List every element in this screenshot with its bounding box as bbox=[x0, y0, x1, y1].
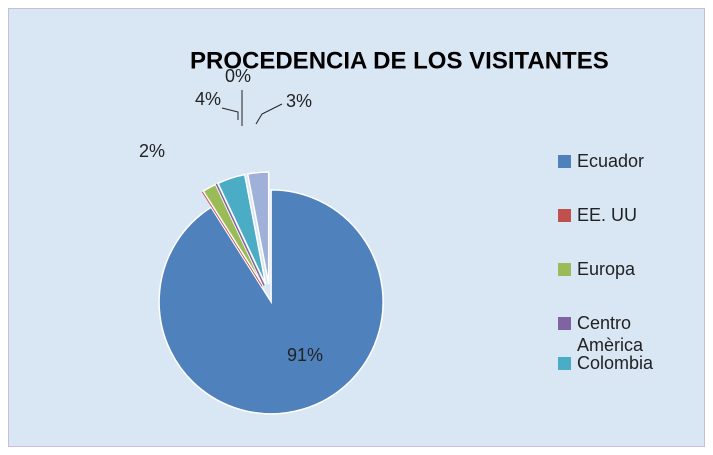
chart-title: PROCEDENCIA DE LOS VISITANTES bbox=[190, 47, 609, 74]
legend-label: Europa bbox=[577, 259, 636, 279]
legend-label: EE. UU bbox=[577, 205, 638, 225]
pie-slice bbox=[216, 173, 267, 286]
pie-slice bbox=[201, 191, 264, 287]
legend-item: Europa bbox=[558, 258, 698, 312]
pie-slice bbox=[215, 183, 265, 286]
pie-slice bbox=[246, 171, 270, 285]
legend-swatch bbox=[558, 357, 571, 370]
data-label: 3% bbox=[286, 91, 312, 111]
data-label: 91% bbox=[287, 345, 323, 365]
legend-item: Centro Amèrica bbox=[558, 312, 698, 355]
legend-swatch bbox=[558, 155, 571, 168]
legend-swatch bbox=[558, 263, 571, 276]
data-label: 0% bbox=[225, 66, 251, 86]
legend-item: EE. UU bbox=[558, 204, 698, 258]
pie-slice bbox=[202, 183, 264, 287]
pie-slice bbox=[158, 189, 384, 415]
legend-label: Centro Amèrica bbox=[577, 313, 644, 355]
legend-item: Colombia bbox=[558, 352, 698, 406]
legend-swatch bbox=[558, 317, 571, 330]
legend-label: Colombia bbox=[577, 353, 654, 373]
legend-item: Ecuador bbox=[558, 150, 698, 204]
data-label: 2% bbox=[139, 141, 165, 161]
legend: Ecuador EE. UU Europa Centro Amèrica Colombi… bbox=[558, 150, 698, 406]
legend-label: Ecuador bbox=[577, 151, 645, 171]
legend-swatch bbox=[558, 209, 571, 222]
leader-line bbox=[255, 103, 283, 125]
data-label: 4% bbox=[195, 89, 221, 109]
leader-line bbox=[221, 107, 239, 120]
